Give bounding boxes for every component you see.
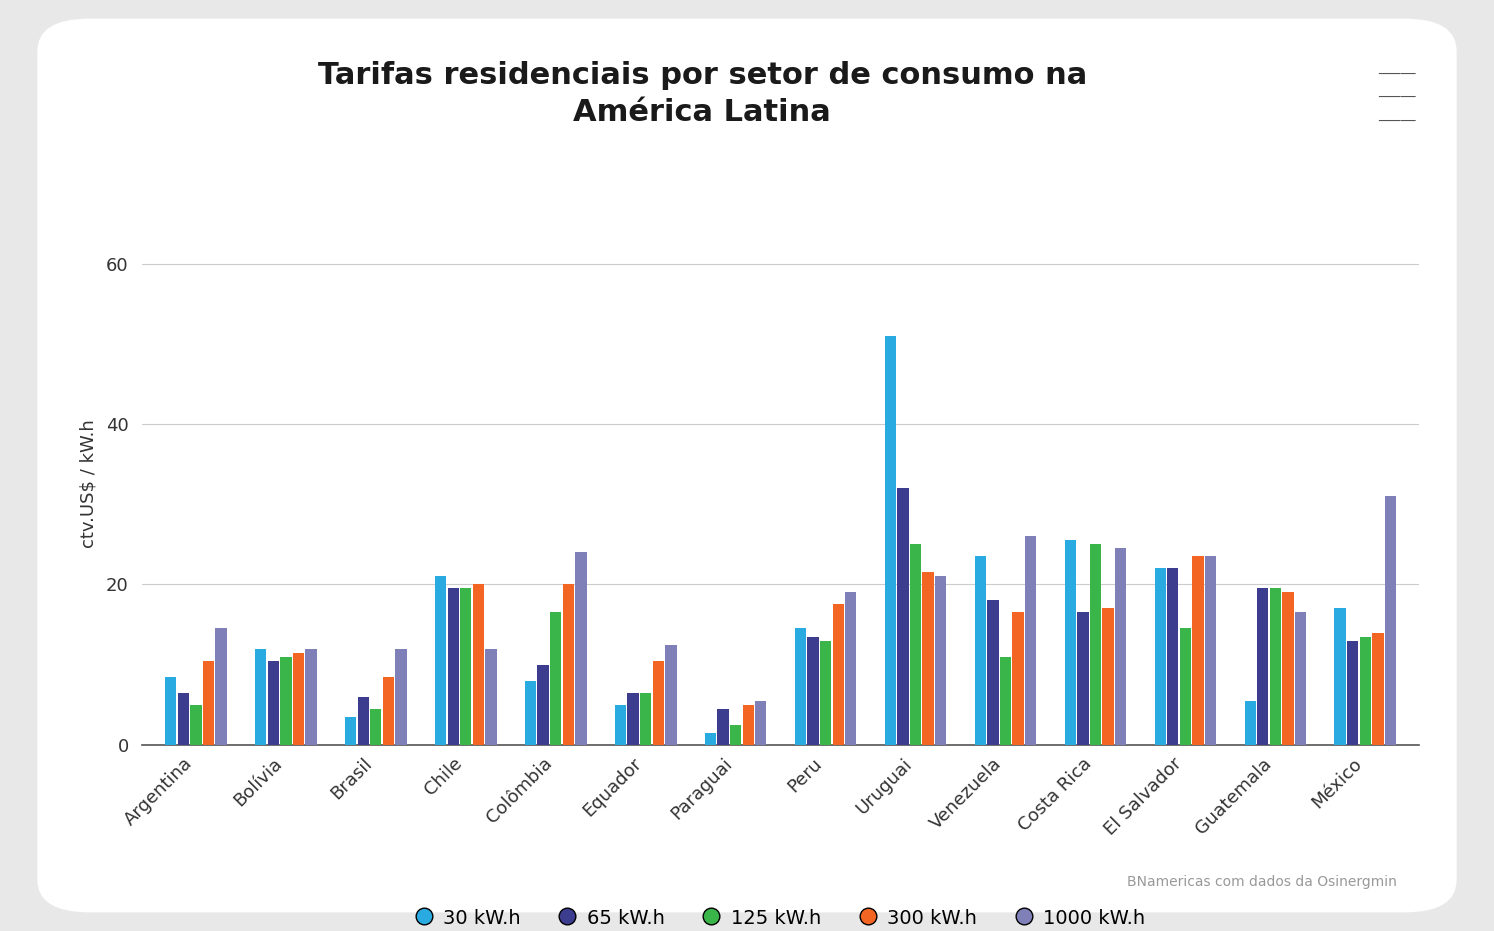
Bar bbox=[255, 649, 266, 745]
Bar bbox=[1155, 568, 1165, 745]
Bar bbox=[550, 613, 562, 745]
Bar bbox=[922, 573, 934, 745]
Bar bbox=[935, 576, 946, 745]
Bar bbox=[460, 588, 472, 745]
Bar bbox=[357, 696, 369, 745]
Bar bbox=[820, 641, 831, 745]
Bar bbox=[164, 677, 176, 745]
Bar bbox=[884, 336, 896, 745]
Bar bbox=[910, 545, 922, 745]
Bar bbox=[1115, 548, 1126, 745]
Bar bbox=[215, 628, 227, 745]
Bar bbox=[1245, 701, 1256, 745]
Bar bbox=[1180, 628, 1191, 745]
Bar bbox=[1103, 609, 1113, 745]
Bar bbox=[717, 708, 729, 745]
Text: ─────: ───── bbox=[1377, 91, 1416, 104]
Bar bbox=[1206, 557, 1216, 745]
Bar bbox=[1282, 592, 1294, 745]
Bar bbox=[974, 557, 986, 745]
Bar bbox=[178, 693, 188, 745]
Bar bbox=[472, 585, 484, 745]
Bar bbox=[435, 576, 447, 745]
Bar bbox=[396, 649, 406, 745]
Text: Tarifas residenciais por setor de consumo na: Tarifas residenciais por setor de consum… bbox=[318, 61, 1086, 89]
Bar bbox=[1373, 632, 1383, 745]
Bar bbox=[795, 628, 807, 745]
Bar bbox=[999, 656, 1011, 745]
Bar bbox=[754, 701, 766, 745]
Bar bbox=[345, 717, 356, 745]
Bar bbox=[1077, 613, 1089, 745]
Bar bbox=[203, 661, 214, 745]
Bar bbox=[305, 649, 317, 745]
Bar bbox=[639, 693, 651, 745]
Bar bbox=[486, 649, 496, 745]
Bar bbox=[538, 665, 548, 745]
Bar bbox=[1348, 641, 1358, 745]
Bar bbox=[1089, 545, 1101, 745]
Bar bbox=[267, 661, 279, 745]
FancyBboxPatch shape bbox=[37, 19, 1457, 912]
Bar bbox=[448, 588, 459, 745]
Bar bbox=[1360, 637, 1371, 745]
Bar bbox=[898, 488, 908, 745]
Text: BNamericas com dados da Osinergmin: BNamericas com dados da Osinergmin bbox=[1126, 875, 1397, 889]
Bar bbox=[627, 693, 639, 745]
Bar bbox=[1065, 540, 1076, 745]
Bar bbox=[382, 677, 394, 745]
Bar bbox=[190, 705, 202, 745]
Bar bbox=[293, 653, 305, 745]
Bar bbox=[705, 733, 716, 745]
Bar bbox=[1334, 609, 1346, 745]
Y-axis label: ctv.US$ / kW.h: ctv.US$ / kW.h bbox=[79, 420, 97, 548]
Bar bbox=[1167, 568, 1179, 745]
Bar bbox=[988, 600, 998, 745]
Bar bbox=[743, 705, 754, 745]
Bar bbox=[524, 681, 536, 745]
Legend: 30 kW.h, 65 kW.h, 125 kW.h, 300 kW.h, 1000 kW.h: 30 kW.h, 65 kW.h, 125 kW.h, 300 kW.h, 10… bbox=[408, 900, 1153, 931]
Bar bbox=[1270, 588, 1280, 745]
Text: América Latina: América Latina bbox=[574, 98, 831, 127]
Bar bbox=[665, 644, 677, 745]
Bar bbox=[563, 585, 574, 745]
Bar bbox=[1385, 496, 1397, 745]
Bar bbox=[1192, 557, 1204, 745]
Bar bbox=[371, 708, 381, 745]
Bar bbox=[846, 592, 856, 745]
Bar bbox=[1256, 588, 1268, 745]
Bar bbox=[832, 604, 844, 745]
Bar bbox=[1013, 613, 1023, 745]
Bar bbox=[653, 661, 663, 745]
Bar bbox=[731, 724, 741, 745]
Bar bbox=[575, 552, 587, 745]
Text: ─────: ───── bbox=[1377, 68, 1416, 81]
Bar bbox=[807, 637, 819, 745]
Text: ─────: ───── bbox=[1377, 115, 1416, 128]
Bar bbox=[281, 656, 291, 745]
Bar bbox=[1295, 613, 1306, 745]
Bar bbox=[1025, 536, 1037, 745]
Bar bbox=[616, 705, 626, 745]
